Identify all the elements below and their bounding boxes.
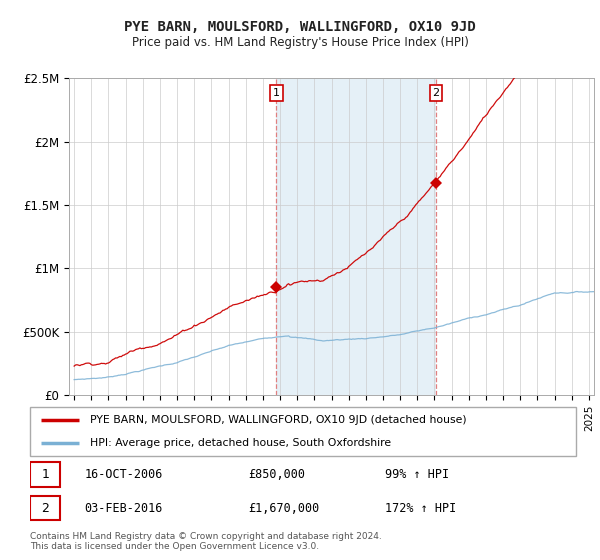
- Text: Contains HM Land Registry data © Crown copyright and database right 2024.
This d: Contains HM Land Registry data © Crown c…: [30, 532, 382, 552]
- Text: 1: 1: [273, 88, 280, 98]
- Text: 03-FEB-2016: 03-FEB-2016: [85, 502, 163, 515]
- Text: Price paid vs. HM Land Registry's House Price Index (HPI): Price paid vs. HM Land Registry's House …: [131, 36, 469, 49]
- FancyBboxPatch shape: [30, 496, 60, 520]
- Text: 172% ↑ HPI: 172% ↑ HPI: [385, 502, 456, 515]
- Bar: [277, 78, 436, 395]
- Text: 2: 2: [433, 88, 440, 98]
- Text: 2: 2: [41, 502, 49, 515]
- Text: PYE BARN, MOULSFORD, WALLINGFORD, OX10 9JD (detached house): PYE BARN, MOULSFORD, WALLINGFORD, OX10 9…: [90, 416, 467, 426]
- Text: PYE BARN, MOULSFORD, WALLINGFORD, OX10 9JD: PYE BARN, MOULSFORD, WALLINGFORD, OX10 9…: [124, 20, 476, 34]
- Text: £850,000: £850,000: [248, 468, 305, 481]
- FancyBboxPatch shape: [30, 407, 576, 456]
- Text: HPI: Average price, detached house, South Oxfordshire: HPI: Average price, detached house, Sout…: [90, 438, 391, 448]
- Text: 99% ↑ HPI: 99% ↑ HPI: [385, 468, 449, 481]
- Text: 16-OCT-2006: 16-OCT-2006: [85, 468, 163, 481]
- FancyBboxPatch shape: [30, 463, 60, 487]
- Text: 1: 1: [41, 468, 49, 481]
- Text: £1,670,000: £1,670,000: [248, 502, 320, 515]
